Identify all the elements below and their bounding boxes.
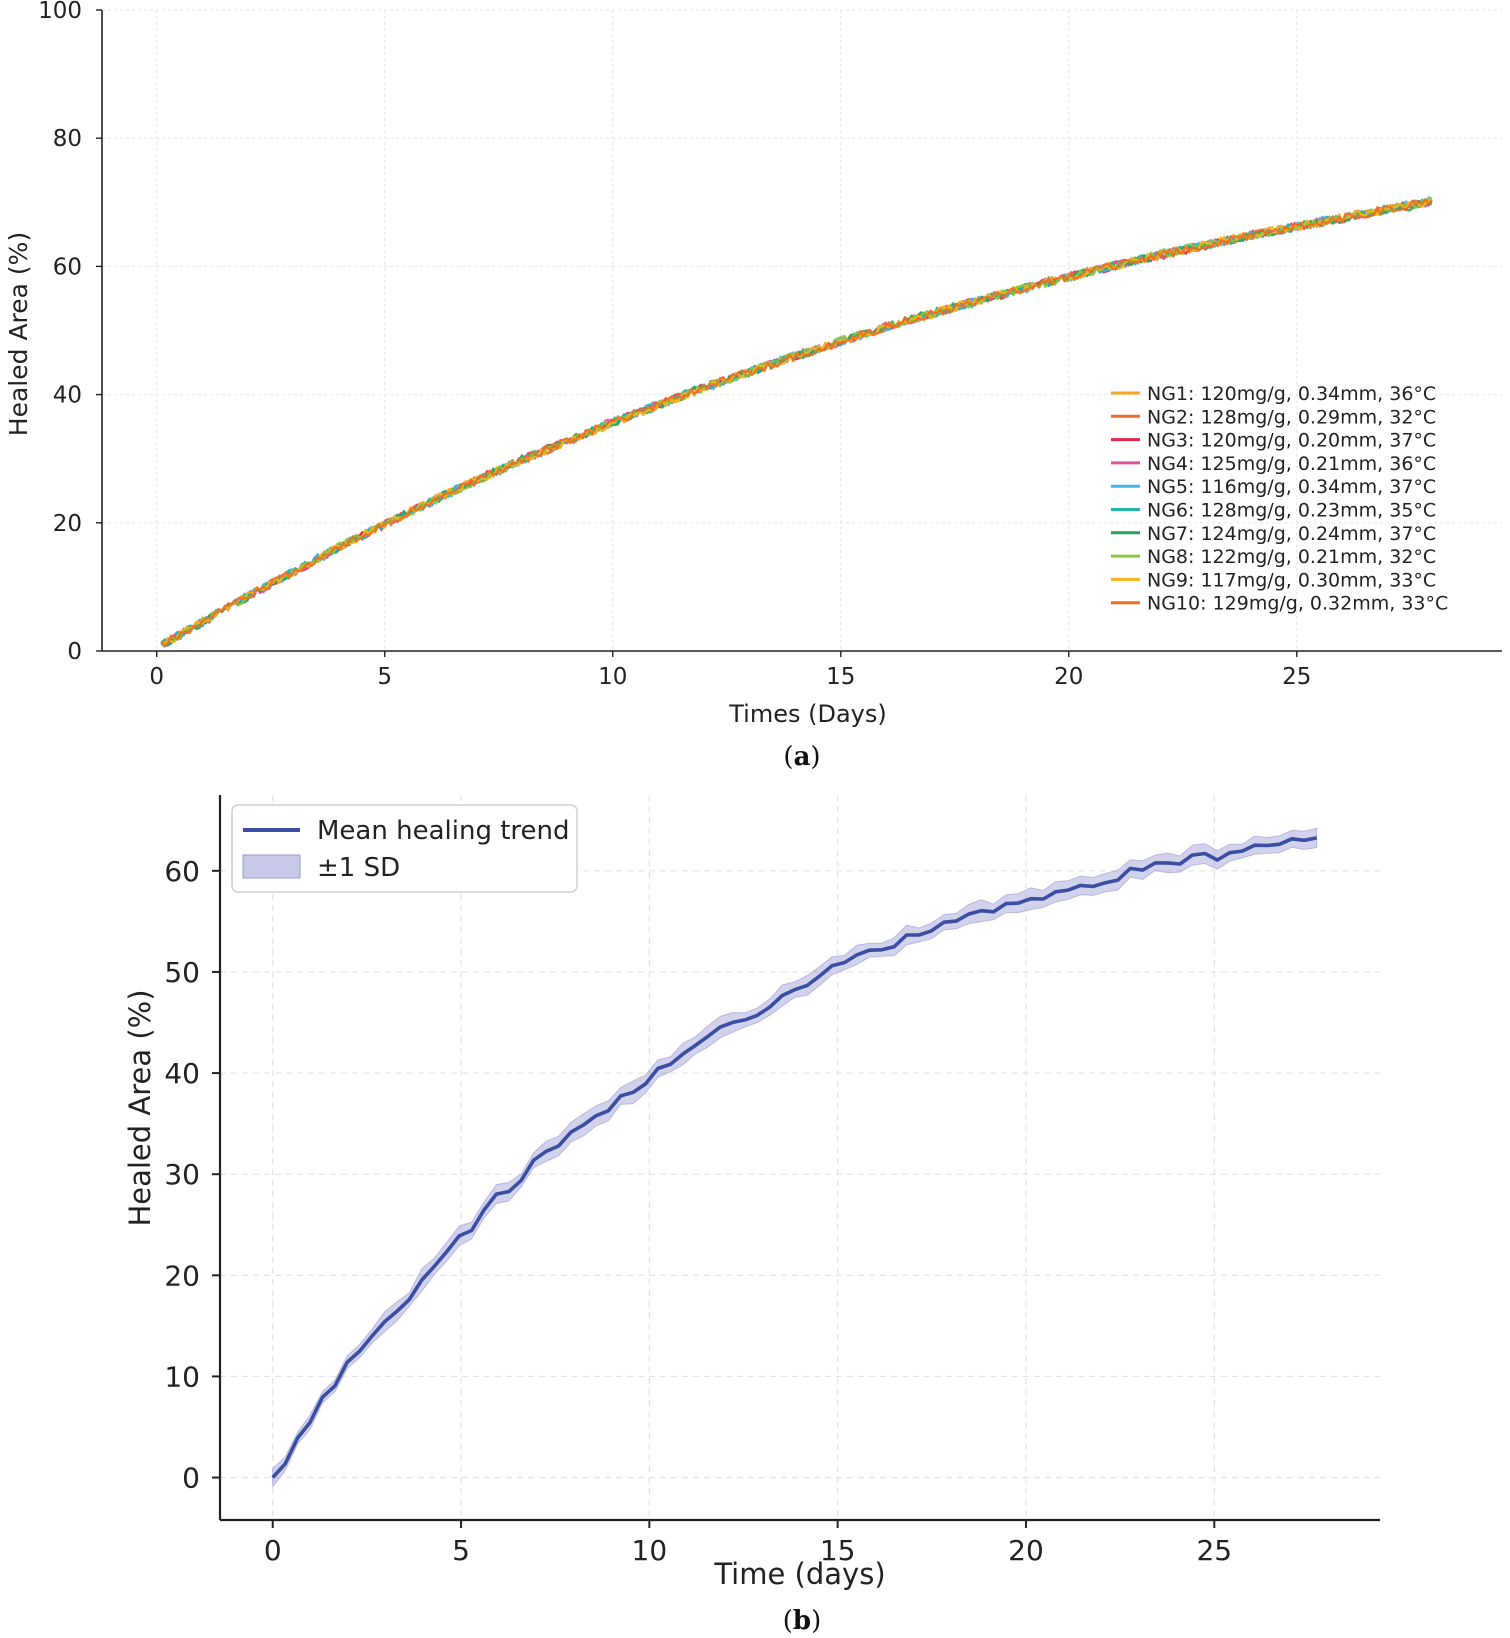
a-x-axis-label: Times (Days): [728, 700, 887, 728]
a-x-tick-label: 25: [1282, 664, 1311, 690]
a-legend-label-ng8: NG8: 122mg/g, 0.21mm, 32°C: [1147, 546, 1436, 568]
b-ticks: 0 5 10 15 20 25 0 10 20 30 40 50 60: [164, 855, 1232, 1567]
b-legend-sd-label: ±1 SD: [317, 853, 400, 883]
a-legend-label-ng1: NG1: 120mg/g, 0.34mm, 36°C: [1147, 383, 1436, 405]
a-legend-label-ng3: NG3: 120mg/g, 0.20mm, 37°C: [1147, 430, 1436, 452]
b-y-tick-label: 40: [164, 1057, 200, 1090]
a-x-tick-label: 5: [377, 664, 392, 690]
b-legend-frame: [231, 804, 578, 893]
b-x-tick-label: 5: [452, 1534, 470, 1567]
a-ticks: 0 5 10 15 20 25 0 20 40 60 80 100: [38, 0, 1311, 690]
a-y-tick-label: 60: [53, 254, 82, 280]
a-y-tick-label: 40: [53, 383, 82, 409]
a-y-axis-label: Healed Area (%): [4, 232, 33, 436]
b-x-tick-label: 0: [264, 1534, 282, 1567]
b-x-tick-label: 20: [1008, 1534, 1044, 1567]
b-y-tick-label: 60: [164, 855, 200, 888]
a-legend-label-ng5: NG5: 116mg/g, 0.34mm, 37°C: [1147, 476, 1436, 498]
a-y-tick-label: 20: [53, 511, 82, 537]
a-panel-caption: (a): [783, 742, 820, 772]
a-y-tick-label: 100: [38, 0, 82, 24]
a-x-tick-label: 15: [826, 664, 855, 690]
a-legend-label-ng4: NG4: 125mg/g, 0.21mm, 36°C: [1147, 453, 1436, 475]
b-y-tick-label: 0: [182, 1462, 200, 1495]
b-y-tick-label: 10: [164, 1360, 200, 1393]
b-legend-sd-swatch: [242, 854, 301, 879]
b-x-tick-label: 25: [1196, 1534, 1232, 1567]
b-legend: Mean healing trend ±1 SD: [231, 804, 578, 893]
b-sd-band: [272, 827, 1318, 1489]
chart-b: 0 5 10 15 20 25 0 10 20 30 40 50 60 Time (days) Heal…: [123, 795, 1380, 1636]
a-legend-label-ng6: NG6: 128mg/g, 0.23mm, 35°C: [1147, 500, 1436, 522]
a-legend-label-ng2: NG2: 128mg/g, 0.29mm, 32°C: [1147, 406, 1436, 428]
a-legend-label-ng7: NG7: 124mg/g, 0.24mm, 37°C: [1147, 523, 1436, 545]
a-y-tick-label: 0: [67, 639, 82, 665]
b-y-tick-label: 50: [164, 956, 200, 989]
a-grid-lines: [102, 9, 1502, 651]
b-y-tick-label: 30: [164, 1158, 200, 1191]
a-x-tick-label: 10: [598, 664, 627, 690]
a-panel-letter: a: [794, 742, 811, 772]
a-y-tick-label: 80: [53, 126, 82, 152]
b-panel-letter: b: [793, 1606, 811, 1636]
b-x-tick-label: 10: [632, 1534, 668, 1567]
b-panel-caption: (b): [783, 1606, 822, 1636]
b-y-tick-label: 20: [164, 1259, 200, 1292]
b-y-axis-label: Healed Area (%): [123, 989, 157, 1226]
chart-a: 0 5 10 15 20 25 0 20 40 60 80 100 Times (Days) Heal…: [4, 0, 1502, 772]
b-x-axis-label: Time (days): [713, 1557, 885, 1591]
a-x-tick-label: 20: [1054, 664, 1083, 690]
a-series-line-ng10: [160, 198, 1433, 648]
b-legend-mean-label: Mean healing trend: [317, 816, 570, 846]
a-series-group: [160, 196, 1433, 648]
a-legend-label-ng9: NG9: 117mg/g, 0.30mm, 33°C: [1147, 569, 1436, 591]
a-x-tick-label: 0: [149, 664, 164, 690]
b-grid-lines: [220, 795, 1380, 1520]
b-mean-line: [271, 836, 1318, 1479]
a-legend-label-ng10: NG10: 129mg/g, 0.32mm, 33°C: [1147, 593, 1448, 615]
b-x-tick-label: 15: [820, 1534, 856, 1567]
b-series-group: [271, 827, 1318, 1489]
